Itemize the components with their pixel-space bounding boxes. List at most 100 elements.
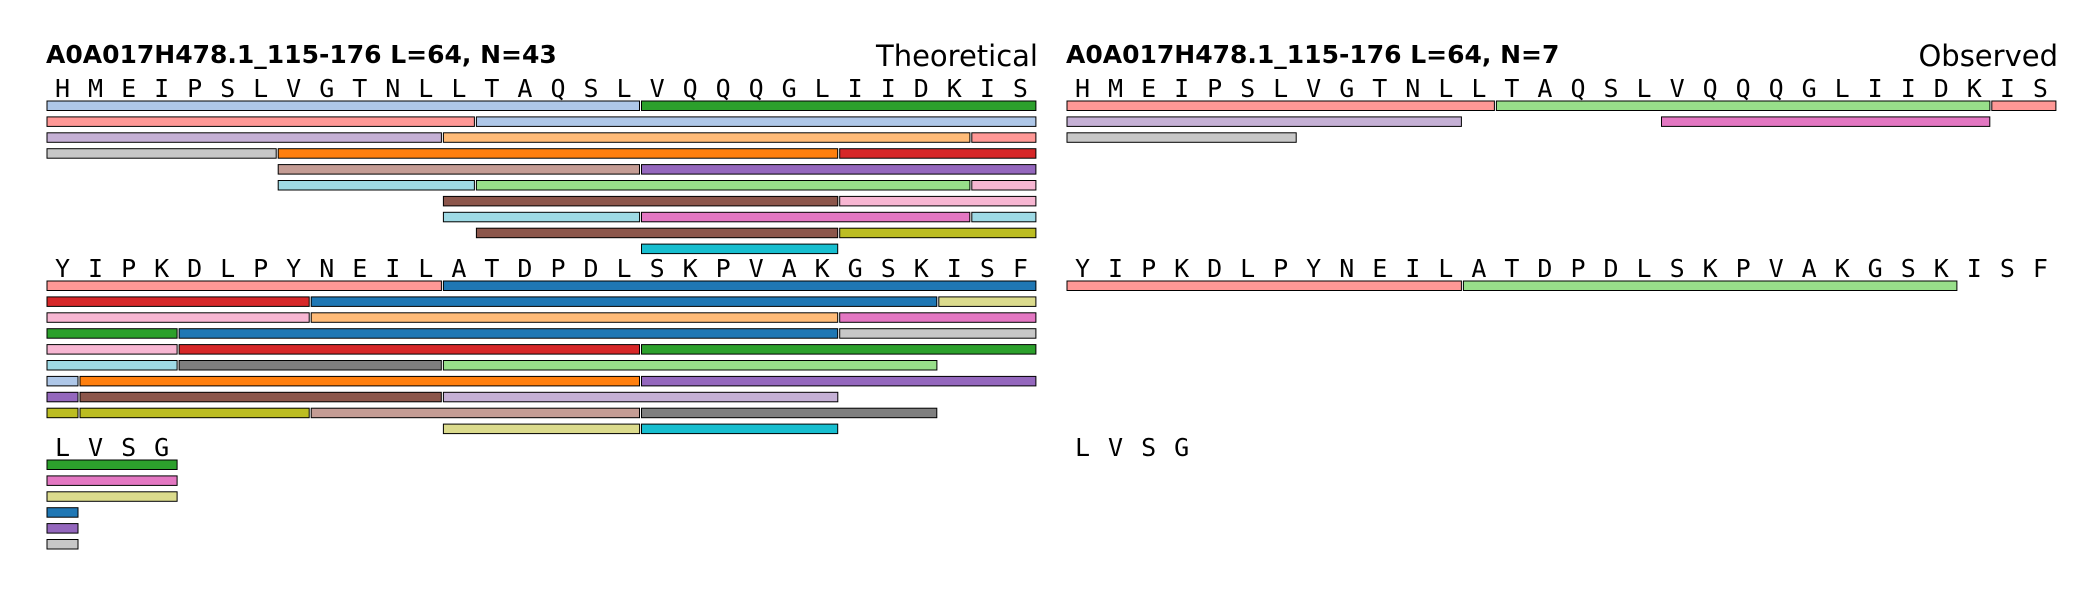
residue-5: P [187, 74, 202, 103]
residue-61: L [55, 433, 70, 462]
peptide-bar-15 [971, 180, 1037, 191]
residue-11: N [385, 74, 400, 103]
peptide-bar-54 [46, 475, 178, 486]
residue-36: L [1240, 254, 1255, 283]
peptide-bar-29 [46, 312, 310, 323]
peptide-bar-56 [46, 507, 79, 518]
peptide-bar-2 [641, 100, 1037, 111]
observed-peptides [1066, 100, 2057, 291]
peptide-bar-34 [839, 328, 1037, 339]
residue-10: T [1372, 74, 1387, 103]
residue-29: I [2000, 74, 2015, 103]
residue-17: S [1603, 74, 1618, 103]
residue-11: N [1405, 74, 1420, 103]
residue-50: K [1703, 254, 1718, 283]
peptide-bar-46 [442, 391, 839, 403]
residue-57: K [914, 254, 929, 283]
peptide-bar-24 [46, 280, 442, 291]
peptide-bar-3 [46, 116, 475, 127]
residue-8: V [286, 74, 301, 103]
residue-30: S [1013, 74, 1028, 103]
peptide-bar-1 [1066, 100, 1495, 111]
residue-1: H [55, 74, 70, 103]
residue-9: G [1339, 74, 1354, 103]
residue-44: T [1504, 254, 1519, 283]
residue-58: I [947, 254, 962, 283]
residue-31: Y [1075, 254, 1090, 283]
residue-37: P [253, 254, 268, 283]
peptide-bar-28 [938, 296, 1037, 307]
residue-29: I [980, 74, 995, 103]
peptide-bar-55 [46, 491, 178, 502]
peptide-bar-49 [310, 407, 640, 419]
residue-13: L [1471, 74, 1486, 103]
residue-42: L [1438, 254, 1453, 283]
peptide-bar-20 [971, 211, 1037, 223]
peptide-bar-23 [641, 243, 839, 255]
residue-32: I [1108, 254, 1123, 283]
residue-50: K [683, 254, 698, 283]
observed-panel-label: Observed [1918, 39, 2058, 73]
residue-38: Y [286, 254, 301, 283]
observed-panel-title: A0A017H478.1_115-176 L=64, N=7 [1066, 40, 1559, 69]
residue-12: L [418, 74, 433, 103]
residue-18: L [1636, 74, 1651, 103]
peptide-bar-19 [641, 211, 971, 223]
residue-20: Q [1703, 74, 1718, 103]
residue-63: S [1141, 433, 1156, 462]
residue-14: T [1504, 74, 1519, 103]
residue-61: L [1075, 433, 1090, 462]
peptide-bar-7 [971, 132, 1037, 143]
residue-52: V [1769, 254, 1784, 283]
peptide-bar-40 [442, 360, 938, 371]
residue-53: A [782, 254, 797, 283]
residue-34: K [1174, 254, 1189, 283]
peptide-bar-12 [641, 164, 1037, 175]
residue-15: A [1537, 74, 1552, 103]
peptide-bar-7 [1066, 280, 1462, 291]
peptide-bar-38 [46, 360, 178, 371]
residue-3: E [121, 74, 136, 103]
residue-26: I [1901, 74, 1916, 103]
peptide-bar-51 [442, 423, 641, 435]
residue-7: L [253, 74, 268, 103]
peptide-bar-27 [310, 296, 938, 307]
residue-56: S [881, 254, 896, 283]
peptide-bar-14 [475, 180, 971, 191]
residue-3: E [1141, 74, 1156, 103]
residue-4: I [1174, 74, 1189, 103]
theoretical-peptides [46, 100, 1037, 550]
residue-43: A [1471, 254, 1486, 283]
residue-5: P [1207, 74, 1222, 103]
residue-16: Q [1570, 74, 1585, 103]
residue-58: I [1967, 254, 1982, 283]
theoretical-panel: A0A017H478.1_115-176 L=64, N=43 Theoreti… [46, 39, 1038, 550]
peptide-bar-22 [839, 227, 1037, 239]
residue-42: L [418, 254, 433, 283]
peptide-bar-44 [46, 391, 79, 403]
peptide-bar-4 [475, 116, 1037, 127]
residue-51: P [1736, 254, 1751, 283]
residue-51: P [716, 254, 731, 283]
residue-47: D [583, 254, 598, 283]
peptide-bar-8 [46, 148, 277, 159]
residue-23: G [1802, 74, 1817, 103]
peptide-bar-16 [442, 195, 839, 207]
residue-9: G [319, 74, 334, 103]
residue-18: L [616, 74, 631, 103]
residue-2: M [1108, 74, 1123, 103]
residue-49: S [1670, 254, 1685, 283]
residue-54: K [815, 254, 830, 283]
peptide-bar-26 [46, 296, 310, 307]
residue-45: D [517, 254, 532, 283]
residue-12: L [1438, 74, 1453, 103]
peptide-bar-6 [442, 132, 971, 143]
residue-20: Q [683, 74, 698, 103]
peptide-bar-9 [277, 148, 839, 159]
residue-22: Q [1769, 74, 1784, 103]
residue-59: S [2000, 254, 2015, 283]
residue-8: V [1306, 74, 1321, 103]
residue-41: I [1405, 254, 1420, 283]
residue-53: A [1802, 254, 1817, 283]
residue-36: L [220, 254, 235, 283]
